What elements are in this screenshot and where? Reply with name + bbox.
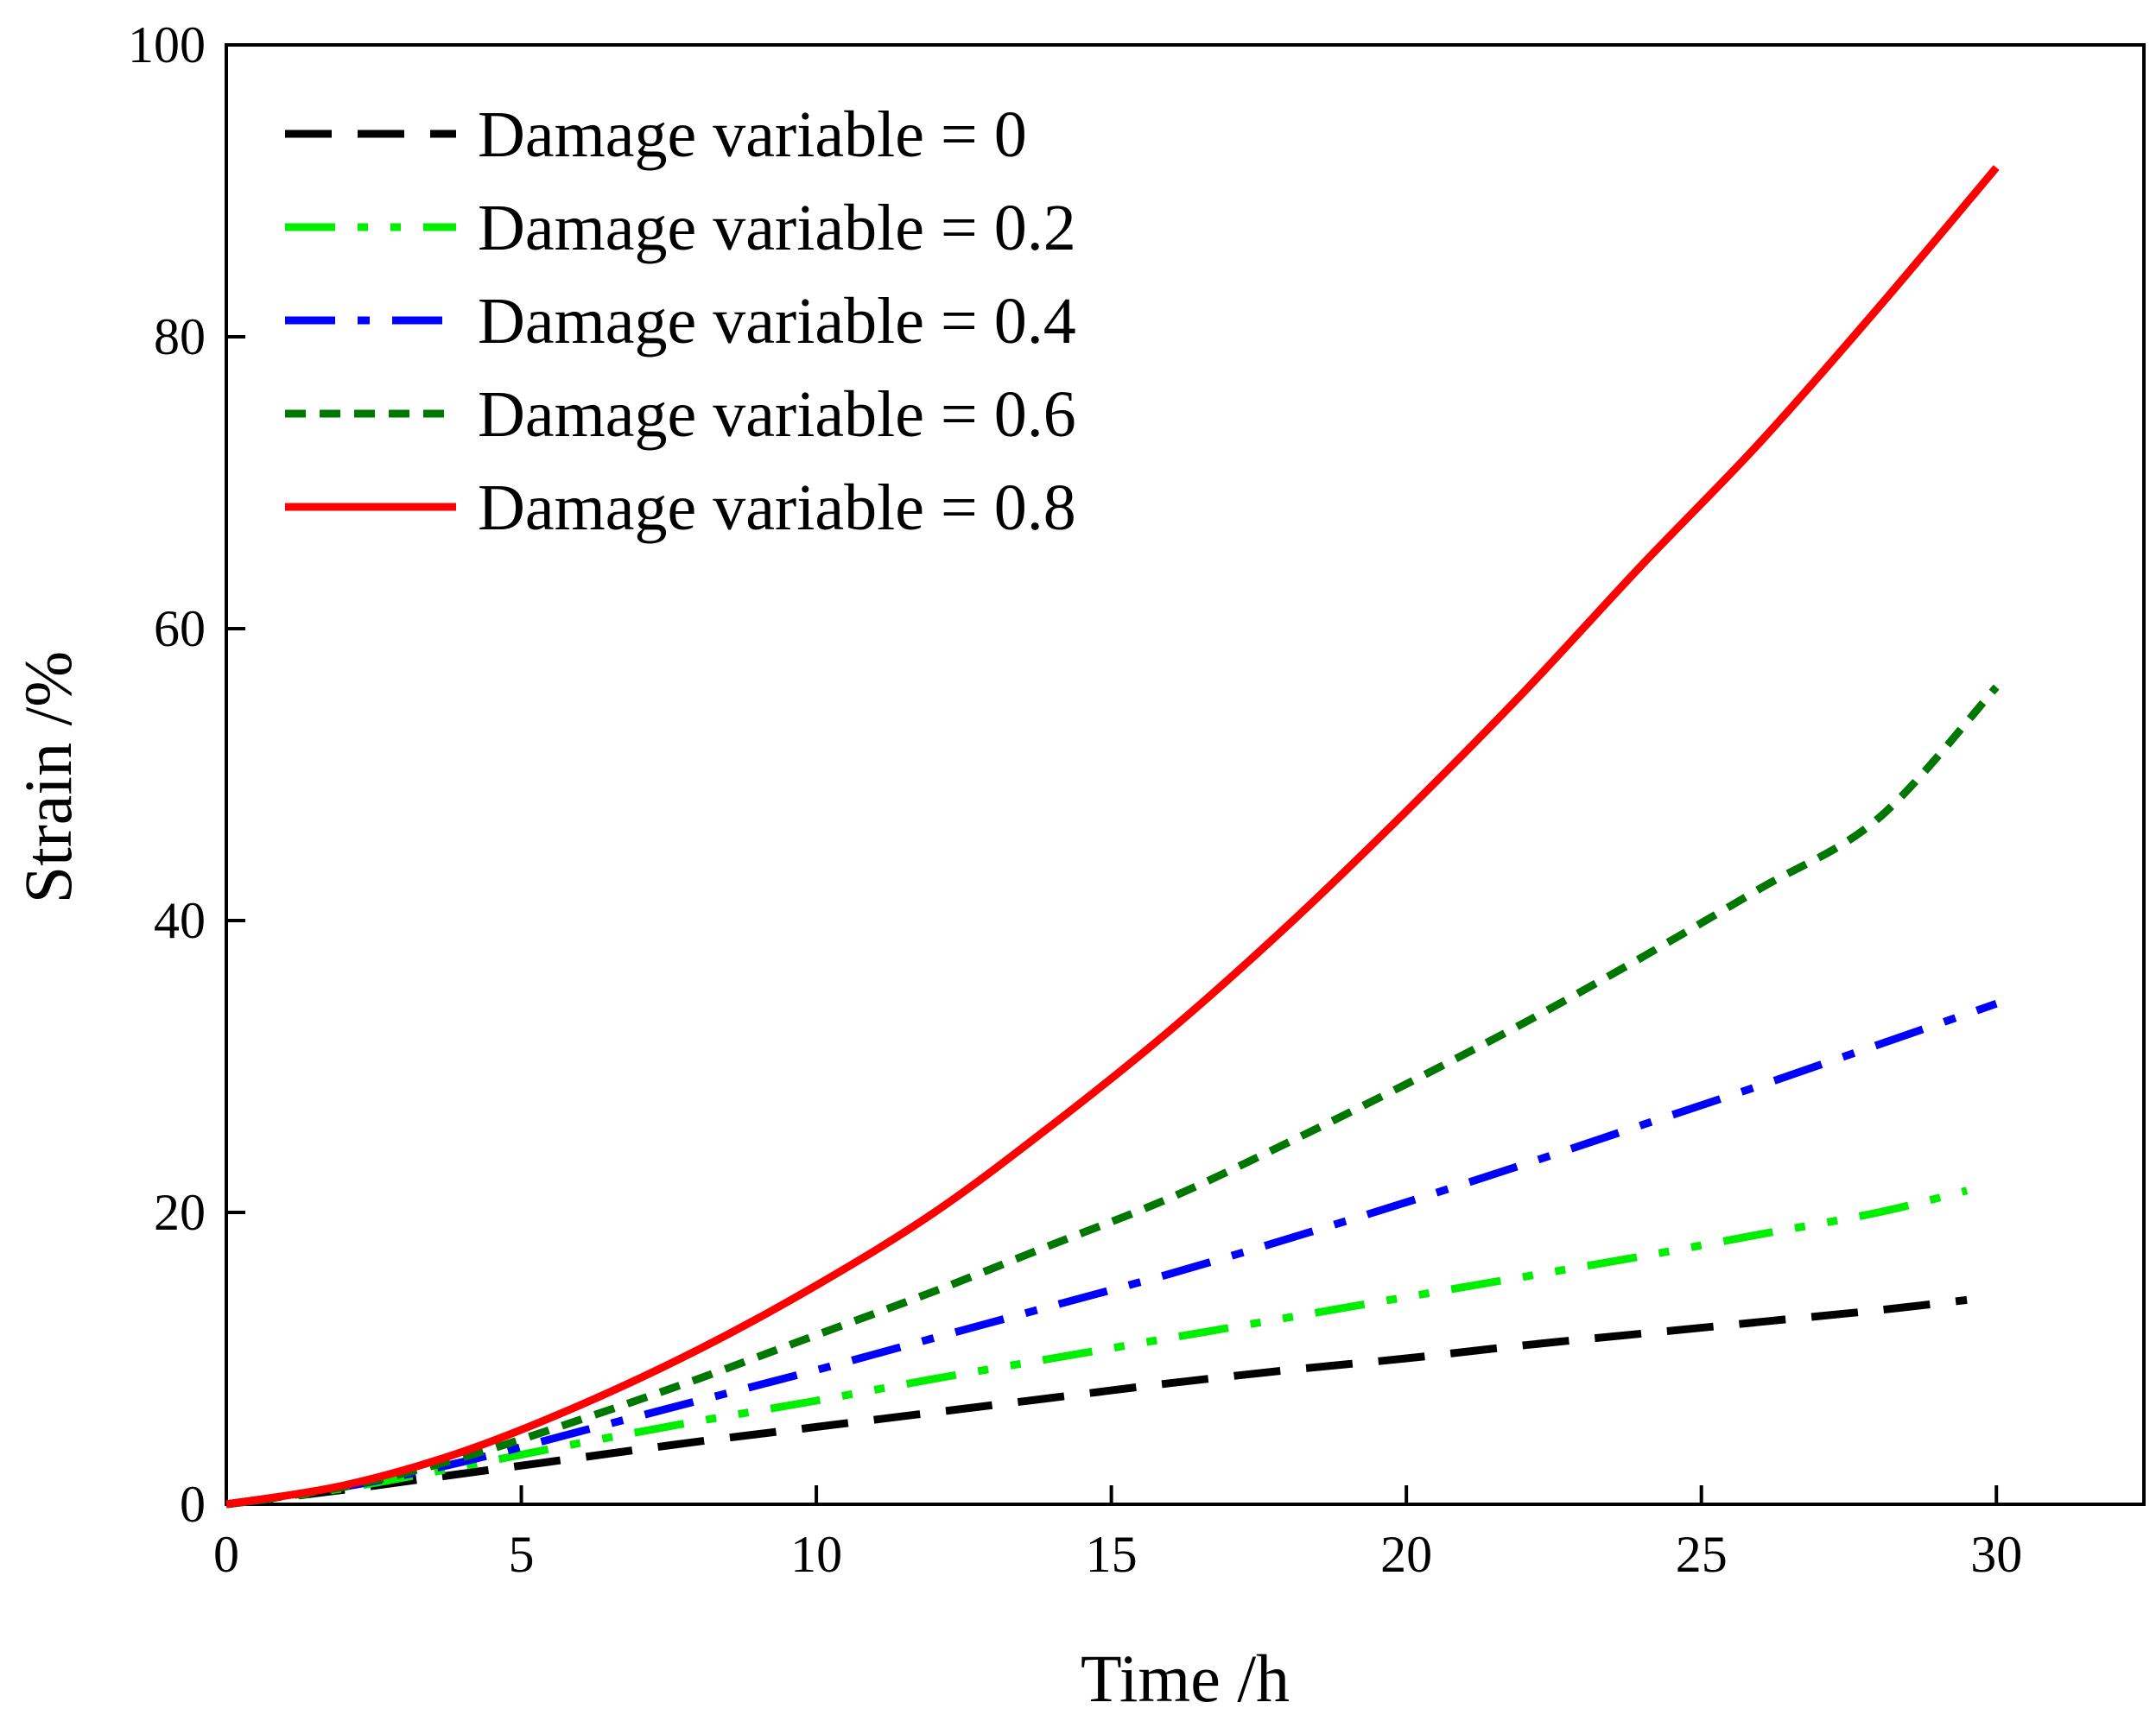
y-tick-label: 80 [154,308,206,365]
x-tick-label: 25 [1676,1526,1728,1583]
x-tick-label: 10 [790,1526,842,1583]
x-tick-label: 0 [213,1526,239,1583]
series-line-2 [225,1000,1998,1509]
series-lines [225,165,2000,1509]
y-tick-label: 0 [180,1476,206,1533]
series-line-0 [225,1295,1968,1509]
legend-label-0: Damage variable = 0 [478,98,1027,171]
series-line-1 [225,1187,1969,1509]
x-tick-label: 20 [1380,1526,1432,1583]
x-tick-label: 15 [1086,1526,1138,1583]
legend-label-4: Damage variable = 0.8 [478,471,1076,544]
y-tick-label: 100 [128,16,206,73]
legend-label-1: Damage variable = 0.2 [478,192,1076,264]
y-axis-title: Strain /% [10,651,86,903]
y-tick-label: 20 [154,1184,206,1241]
x-axis-title: Time /h [1081,1641,1290,1715]
y-tick-label: 40 [154,892,206,949]
plot-frame [225,43,2146,1506]
series-line-4 [225,165,2000,1509]
y-tick-label: 60 [154,600,206,657]
x-tick-label: 5 [509,1526,535,1583]
x-tick-label: 30 [1970,1526,2022,1583]
ticks: 0 5 10 15 20 25 30 0 20 40 60 80 100 [128,16,2022,1583]
legend-label-3: Damage variable = 0.6 [478,378,1076,451]
series-line-3 [225,684,2000,1509]
legend-label-2: Damage variable = 0.4 [478,285,1076,358]
legend: Damage variable = 0 Damage variable = 0.2… [285,98,1076,544]
